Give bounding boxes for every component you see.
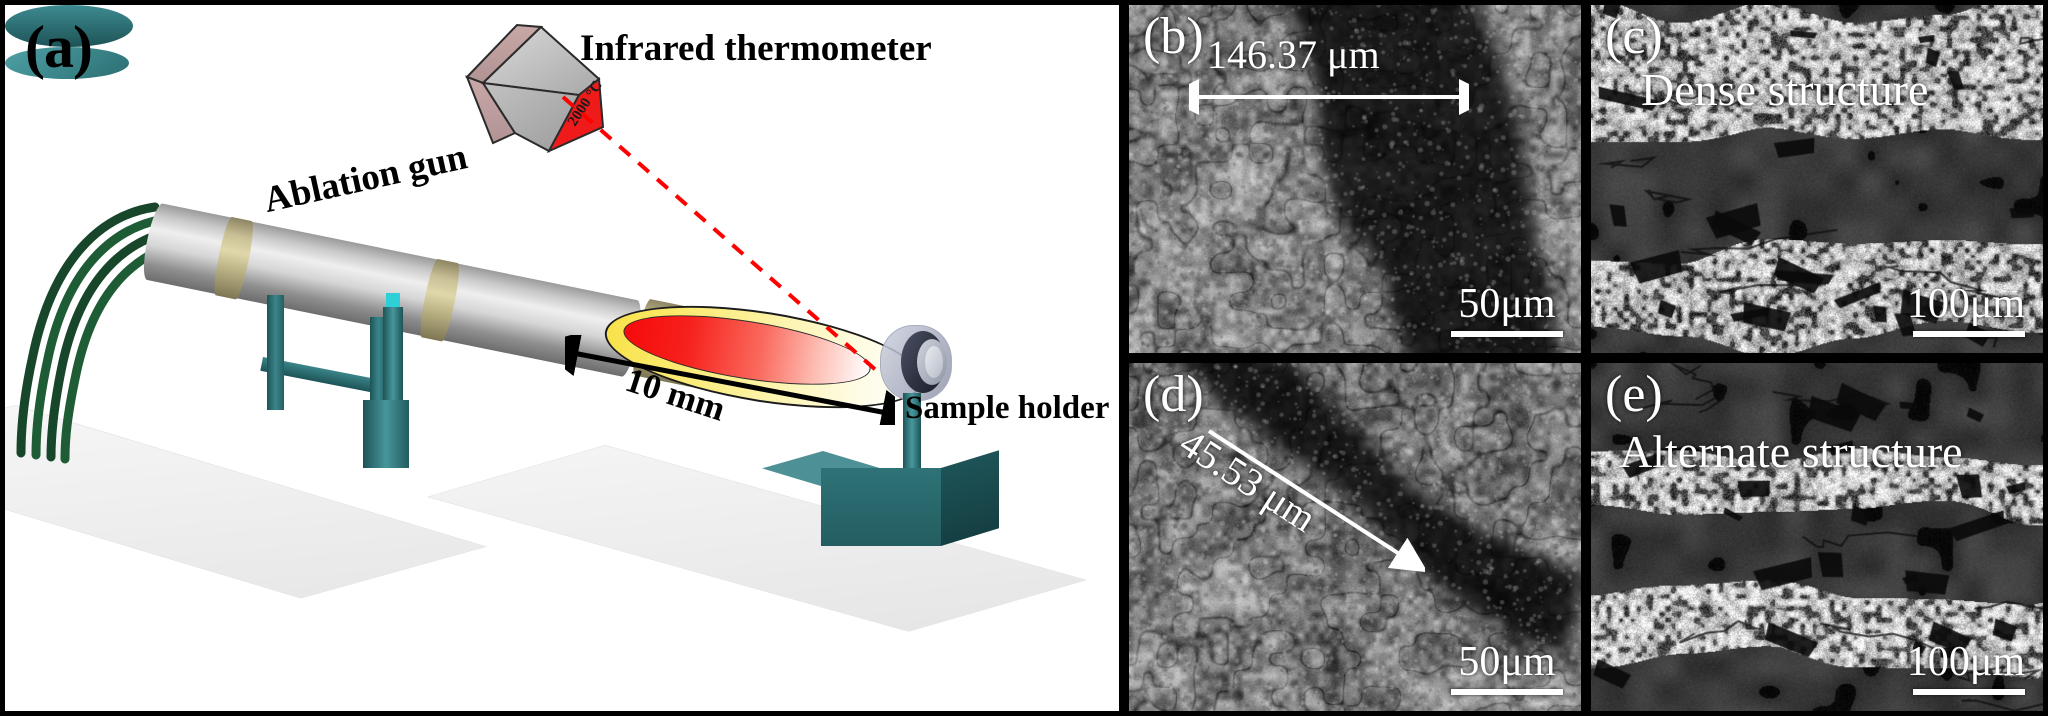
sample-holder-label: Sample holder	[905, 390, 1110, 426]
scale-bar-group-c: 100μm	[1907, 283, 2025, 337]
gun-base-disc	[5, 5, 133, 47]
ablation-gun-label: Ablation gun	[260, 136, 471, 222]
distance-dimension-arrow	[565, 335, 895, 425]
panel-e: (e) Alternate structure 100μm	[1586, 358, 2048, 716]
sem-image-e: (e) Alternate structure 100μm	[1591, 363, 2043, 711]
panel-label-d: (d)	[1143, 366, 1204, 423]
scale-bar-text-e: 100μm	[1906, 639, 2025, 685]
sem-image-d: (d) 45.53 μm 50μm	[1129, 363, 1581, 711]
sem-image-c: (c) Dense structure 100μm	[1591, 5, 2043, 353]
panel-label-c: (c)	[1605, 8, 1663, 65]
scale-bar-text-c: 100μm	[1906, 281, 2025, 327]
sample-holder-post	[903, 393, 921, 471]
scale-bar-text-b: 50μm	[1458, 281, 1556, 327]
sample-holder-base-front	[821, 468, 941, 546]
panel-c: (c) Dense structure 100μm	[1586, 0, 2048, 358]
sem-texture-c	[1591, 5, 2043, 353]
scale-bar-text-d: 50μm	[1458, 639, 1556, 685]
sem-image-b: (b) 146.37 μm 50μm	[1129, 5, 1581, 353]
scale-bar-group-e: 100μm	[1907, 641, 2025, 695]
annotation-e: Alternate structure	[1619, 426, 1963, 477]
sample-holder-base-side	[941, 450, 999, 546]
scale-bar-group-b: 50μm	[1451, 283, 1563, 337]
infrared-thermometer-label: Infrared thermometer	[580, 28, 932, 69]
sem-texture-b	[1129, 5, 1581, 353]
panel-a-canvas: 2000 °C (a) Infrared th	[5, 5, 1119, 711]
sem-texture-d	[1129, 363, 1581, 711]
scale-bar-line-e	[1913, 689, 2025, 695]
gun-base-pillar	[363, 400, 409, 468]
scale-bar-line-b	[1451, 331, 1563, 337]
gun-leg-right	[370, 317, 387, 407]
panel-a: 2000 °C (a) Infrared th	[0, 0, 1124, 716]
panel-b: (b) 146.37 μm 50μm	[1124, 0, 1586, 358]
measurement-label-b: 146.37 μm	[1207, 32, 1380, 77]
scale-bar-line-d	[1451, 689, 1563, 695]
panel-label-e: (e)	[1605, 366, 1663, 423]
sample-specimen	[925, 346, 943, 378]
panel-label-a: (a)	[25, 14, 93, 80]
measurement-arrow-d	[1207, 429, 1425, 573]
panel-d: (d) 45.53 μm 50μm	[1124, 358, 1586, 716]
sem-texture-e	[1591, 363, 2043, 711]
annotation-c: Dense structure	[1641, 64, 1929, 115]
scale-bar-line-c	[1913, 331, 2025, 337]
gun-base-disc-top	[5, 47, 129, 79]
scale-bar-group-d: 50μm	[1451, 641, 1563, 695]
measurement-arrow-b	[1189, 79, 1469, 115]
gun-leg-left	[267, 295, 284, 410]
panel-label-b: (b)	[1143, 8, 1204, 65]
